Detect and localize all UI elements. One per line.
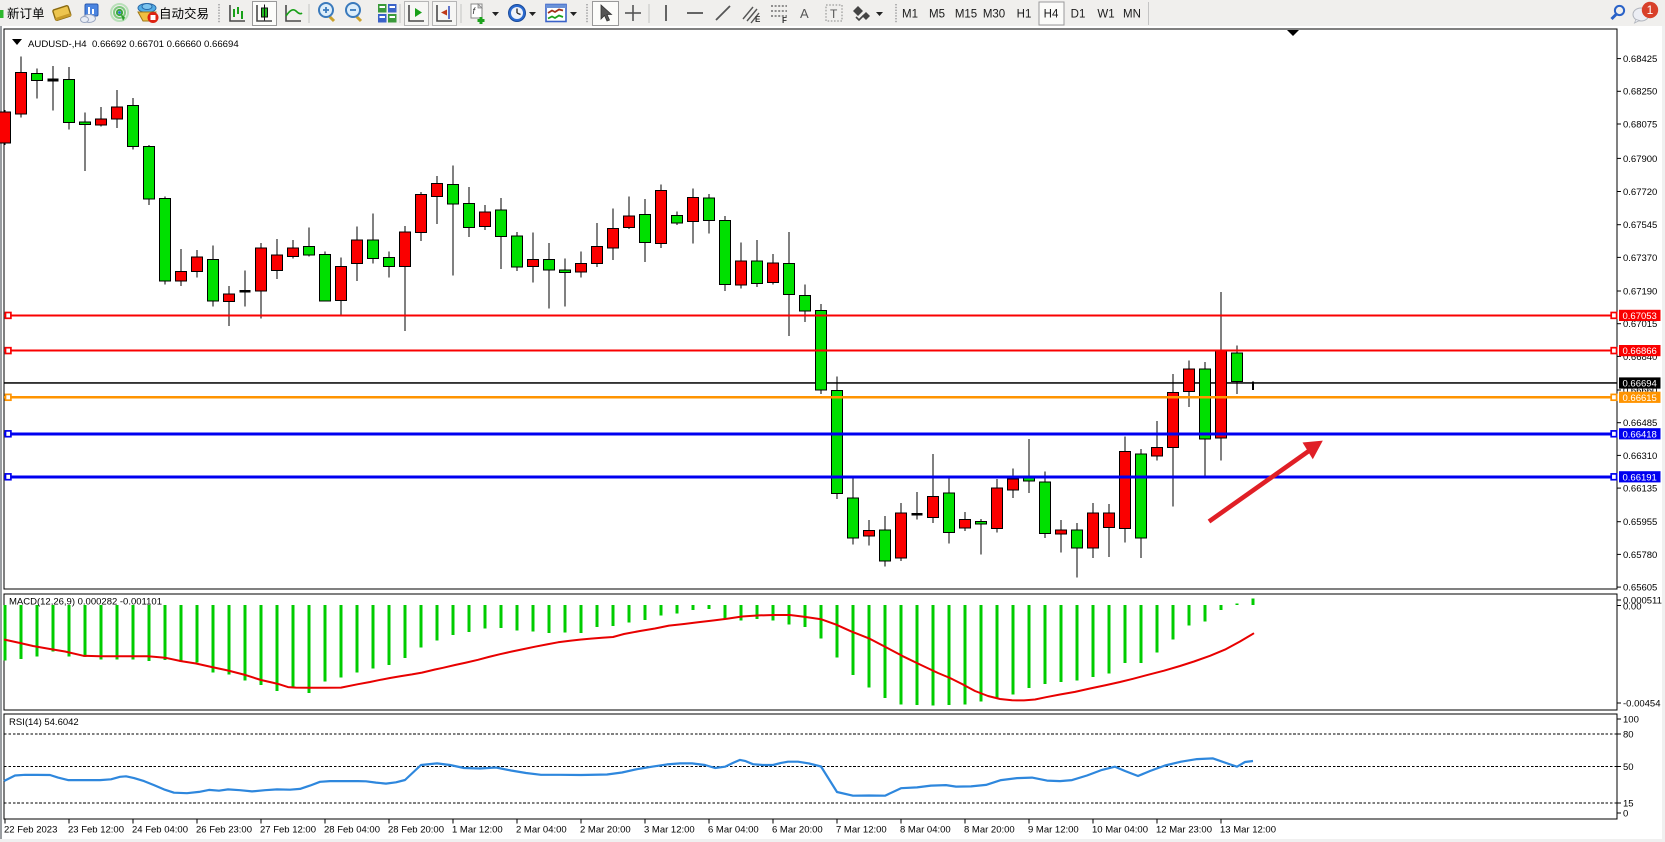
svg-text:RSI(14) 54.6042: RSI(14) 54.6042 <box>9 717 79 728</box>
svg-text:0.00: 0.00 <box>1623 601 1642 612</box>
svg-text:E: E <box>755 15 761 24</box>
svg-text:2 Mar 04:00: 2 Mar 04:00 <box>516 825 567 836</box>
svg-text:0.67545: 0.67545 <box>1623 220 1657 231</box>
svg-text:1: 1 <box>1647 3 1654 17</box>
svg-text:28 Feb 04:00: 28 Feb 04:00 <box>324 825 380 836</box>
svg-text:f: f <box>473 6 477 16</box>
svg-text:MACD(12,26,9) 0.000282 -0.0011: MACD(12,26,9) 0.000282 -0.001101 <box>9 597 162 608</box>
svg-text:W1: W1 <box>1097 9 1114 21</box>
svg-text:0.66310: 0.66310 <box>1623 451 1657 462</box>
svg-text:A: A <box>800 6 809 21</box>
svg-text:10 Mar 04:00: 10 Mar 04:00 <box>1092 825 1148 836</box>
svg-text:0.68425: 0.68425 <box>1623 54 1657 65</box>
svg-text:0.68075: 0.68075 <box>1623 119 1657 130</box>
svg-text:3 Mar 12:00: 3 Mar 12:00 <box>644 825 695 836</box>
svg-text:22 Feb 2023: 22 Feb 2023 <box>4 825 57 836</box>
svg-text:0.66418: 0.66418 <box>1623 429 1657 440</box>
svg-text:H1: H1 <box>1017 9 1032 21</box>
svg-text:M15: M15 <box>955 9 977 21</box>
svg-text:0.66615: 0.66615 <box>1623 393 1657 404</box>
svg-text:80: 80 <box>1623 729 1634 740</box>
svg-text:T: T <box>830 7 838 21</box>
svg-text:8 Mar 20:00: 8 Mar 20:00 <box>964 825 1015 836</box>
svg-text:6 Mar 20:00: 6 Mar 20:00 <box>772 825 823 836</box>
svg-text:2 Mar 20:00: 2 Mar 20:00 <box>580 825 631 836</box>
svg-text:28 Feb 20:00: 28 Feb 20:00 <box>388 825 444 836</box>
svg-text:H4: H4 <box>1044 9 1059 21</box>
svg-text:23 Feb 12:00: 23 Feb 12:00 <box>68 825 124 836</box>
svg-text:50: 50 <box>1623 762 1634 773</box>
svg-text:0.67370: 0.67370 <box>1623 253 1657 264</box>
svg-text:0.66660: 0.66660 <box>1623 385 1657 396</box>
svg-text:M1: M1 <box>902 9 918 21</box>
svg-text:0.66866: 0.66866 <box>1623 346 1657 357</box>
svg-text:-0.00454: -0.00454 <box>1623 698 1661 709</box>
svg-text:0.67015: 0.67015 <box>1623 319 1657 330</box>
svg-text:27 Feb 12:00: 27 Feb 12:00 <box>260 825 316 836</box>
svg-text:自动交易: 自动交易 <box>159 6 209 21</box>
svg-text:新订单: 新订单 <box>7 6 45 21</box>
svg-text:0.65955: 0.65955 <box>1623 517 1657 528</box>
svg-text:0.67053: 0.67053 <box>1623 311 1657 322</box>
svg-text:M30: M30 <box>983 9 1005 21</box>
svg-text:12 Mar 23:00: 12 Mar 23:00 <box>1156 825 1212 836</box>
svg-text:0.67190: 0.67190 <box>1623 286 1657 297</box>
svg-text:MN: MN <box>1123 9 1141 21</box>
svg-text:0.67900: 0.67900 <box>1623 154 1657 165</box>
svg-text:M5: M5 <box>929 9 945 21</box>
svg-text:F: F <box>782 16 787 25</box>
svg-text:7 Mar 12:00: 7 Mar 12:00 <box>836 825 887 836</box>
svg-text:15: 15 <box>1623 798 1634 809</box>
svg-text:0.66840: 0.66840 <box>1623 352 1657 363</box>
svg-text:9 Mar 12:00: 9 Mar 12:00 <box>1028 825 1079 836</box>
svg-text:0: 0 <box>1623 808 1628 819</box>
svg-text:0.000511: 0.000511 <box>1623 595 1662 606</box>
svg-text:0.65780: 0.65780 <box>1623 550 1657 561</box>
svg-text:0.66135: 0.66135 <box>1623 484 1657 495</box>
svg-text:D1: D1 <box>1071 9 1086 21</box>
svg-text:0.66485: 0.66485 <box>1623 418 1657 429</box>
svg-text:0.66191: 0.66191 <box>1623 472 1657 483</box>
svg-text:AUDUSD-,H4 0.66692 0.66701 0.: AUDUSD-,H4 0.66692 0.66701 0.66660 0.666… <box>28 39 239 50</box>
svg-text:26 Feb 23:00: 26 Feb 23:00 <box>196 825 252 836</box>
svg-text:0.66694: 0.66694 <box>1623 379 1657 390</box>
svg-text:0.67720: 0.67720 <box>1623 187 1657 198</box>
svg-text:0.65605: 0.65605 <box>1623 583 1657 594</box>
svg-text:24 Feb 04:00: 24 Feb 04:00 <box>132 825 188 836</box>
svg-text:100: 100 <box>1623 714 1639 725</box>
svg-text:6 Mar 04:00: 6 Mar 04:00 <box>708 825 759 836</box>
svg-text:8 Mar 04:00: 8 Mar 04:00 <box>900 825 951 836</box>
svg-text:13 Mar 12:00: 13 Mar 12:00 <box>1220 825 1276 836</box>
svg-text:1 Mar 12:00: 1 Mar 12:00 <box>452 825 503 836</box>
svg-text:0.68250: 0.68250 <box>1623 87 1657 98</box>
